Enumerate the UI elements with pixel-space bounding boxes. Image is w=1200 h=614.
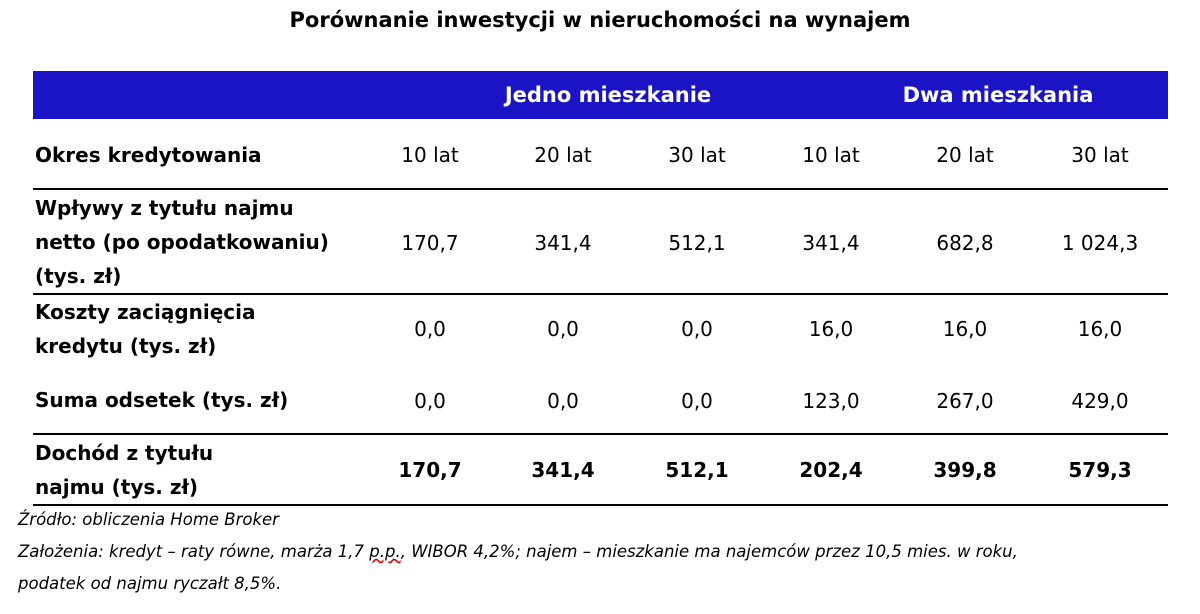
value-cell: 202,4	[799, 458, 863, 482]
value-cell: 0,0	[414, 317, 446, 341]
value-cell: 0,0	[681, 389, 713, 413]
value-cell: 579,3	[1068, 458, 1132, 482]
column-group-header: Jedno mieszkanie Dwa mieszkania	[33, 71, 1168, 119]
row-label: Dochód z tytułu najmu (tys. zł)	[35, 441, 214, 499]
row-divider	[33, 293, 1168, 295]
value-cell: 16,0	[808, 317, 854, 341]
value-cell: 512,1	[668, 231, 726, 255]
value-cell: 0,0	[414, 389, 446, 413]
table-row: Suma odsetek (tys. zł) 0,0 0,0 0,0 123,0…	[33, 383, 1168, 419]
period-cell: 10 lat	[802, 143, 860, 167]
assumptions-note-line2: podatek od najmu ryczałt 8,5%.	[18, 574, 282, 593]
value-cell: 123,0	[802, 389, 860, 413]
period-cell: 30 lat	[1071, 143, 1129, 167]
value-cell: 399,8	[933, 458, 997, 482]
row-label: Suma odsetek (tys. zł)	[35, 388, 289, 412]
row-divider	[33, 504, 1168, 506]
period-cell: 20 lat	[936, 143, 994, 167]
period-cell: 20 lat	[534, 143, 592, 167]
value-cell: 341,4	[531, 458, 595, 482]
table-row-total: Dochód z tytułu najmu (tys. zł) 170,7 34…	[33, 436, 1168, 504]
table-title: Porównanie inwestycji w nieruchomości na…	[289, 8, 911, 32]
value-cell: 1 024,3	[1061, 231, 1139, 255]
value-cell: 16,0	[1077, 317, 1123, 341]
row-divider	[33, 188, 1168, 190]
value-cell: 512,1	[665, 458, 729, 482]
table-row: Koszty zaciągnięcia kredytu (tys. zł) 0,…	[33, 295, 1168, 363]
group-header-two-apartments: Dwa mieszkania	[902, 83, 1094, 107]
value-cell: 267,0	[936, 389, 994, 413]
assumptions-note: Założenia: kredyt – raty równe, marża 1,…	[18, 542, 1018, 561]
row-label: Wpływy z tytułu najmu netto (po opodatko…	[35, 196, 329, 288]
value-cell: 0,0	[547, 389, 579, 413]
value-cell: 16,0	[942, 317, 988, 341]
value-cell: 341,4	[802, 231, 860, 255]
group-header-one-apartment: Jedno mieszkanie	[504, 83, 712, 107]
value-cell: 682,8	[936, 231, 994, 255]
value-cell: 0,0	[547, 317, 579, 341]
table-row: Wpływy z tytułu najmu netto (po opodatko…	[33, 191, 1168, 293]
value-cell: 0,0	[681, 317, 713, 341]
period-cell: 30 lat	[668, 143, 726, 167]
spellcheck-marked-text: p.p.	[369, 542, 401, 561]
value-cell: 341,4	[534, 231, 592, 255]
row-divider	[33, 433, 1168, 435]
period-label: Okres kredytowania	[35, 143, 262, 167]
value-cell: 170,7	[398, 458, 462, 482]
value-cell: 170,7	[401, 231, 459, 255]
source-note: Źródło: obliczenia Home Broker	[18, 510, 279, 529]
period-row: Okres kredytowania 10 lat 20 lat 30 lat …	[33, 138, 1168, 174]
period-cell: 10 lat	[401, 143, 459, 167]
row-label: Koszty zaciągnięcia kredytu (tys. zł)	[35, 300, 256, 358]
value-cell: 429,0	[1071, 389, 1129, 413]
